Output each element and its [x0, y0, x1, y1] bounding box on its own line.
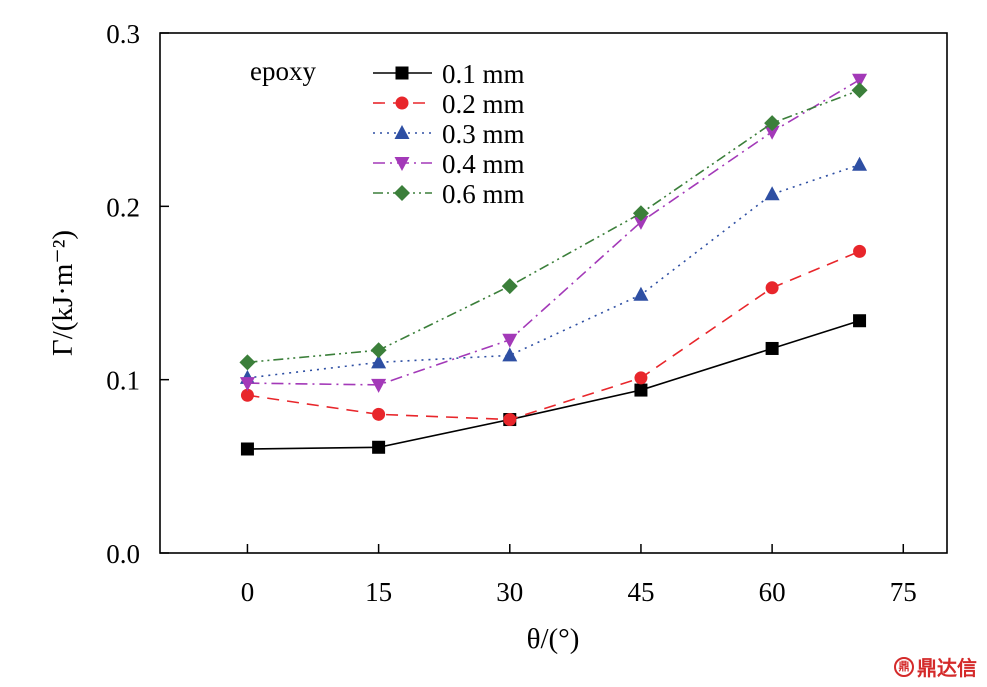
y-tick-label: 0.0 — [106, 539, 140, 569]
x-tick-label: 0 — [241, 577, 255, 607]
data-point — [371, 354, 387, 369]
data-point — [852, 156, 868, 171]
plot-frame — [159, 32, 948, 554]
data-point — [239, 354, 256, 371]
watermark-text: 鼎达信 — [917, 656, 977, 680]
data-point — [632, 205, 649, 222]
legend-label: 0.6 mm — [442, 179, 525, 209]
series-line — [247, 163, 860, 379]
x-axis-label: θ/(°) — [527, 623, 580, 655]
legend-swatch-marker — [394, 125, 410, 139]
watermark: 鼎 鼎达信 — [894, 652, 977, 681]
series-layer — [239, 73, 868, 456]
data-point — [764, 115, 781, 132]
x-tick-label: 75 — [890, 577, 917, 607]
x-tick-label: 60 — [759, 577, 786, 607]
data-point — [371, 378, 387, 393]
data-point — [240, 388, 254, 402]
data-point — [634, 383, 648, 397]
series-0.2-mm — [240, 244, 867, 427]
legend-label: 0.3 mm — [442, 119, 525, 149]
data-point — [239, 377, 255, 392]
legend-swatch-marker — [395, 96, 409, 110]
axis-ticks: 0 15 30 45 60 75 0.0 0.1 0.2 0.3 — [106, 19, 917, 607]
y-tick-label: 0.2 — [106, 192, 140, 222]
data-point — [765, 281, 779, 295]
data-point — [634, 371, 648, 385]
data-point — [372, 440, 386, 454]
data-point — [370, 342, 387, 359]
data-point — [853, 314, 867, 328]
data-point — [503, 413, 517, 427]
legend-label: 0.2 mm — [442, 89, 525, 119]
series-0.4-mm — [239, 73, 868, 393]
series-0.6-mm — [239, 82, 868, 371]
legend-swatch-marker — [395, 66, 409, 80]
data-point — [851, 82, 868, 99]
series-0.3-mm — [239, 156, 868, 384]
y-tick-label: 0.1 — [106, 366, 140, 396]
legend-swatch-marker — [394, 185, 410, 201]
x-tick-label: 30 — [496, 577, 523, 607]
series-0.1-mm — [240, 314, 867, 456]
data-point — [633, 286, 649, 301]
data-point — [502, 347, 518, 362]
data-point — [502, 333, 518, 348]
series-line — [247, 89, 860, 364]
data-point — [633, 215, 649, 230]
data-point — [501, 278, 518, 295]
series-line — [247, 319, 860, 450]
legend-label: 0.1 mm — [442, 59, 525, 89]
data-point — [764, 125, 780, 140]
data-point — [765, 341, 779, 355]
data-point — [853, 244, 867, 258]
watermark-logo-icon: 鼎 — [894, 656, 914, 677]
y-tick-label: 0.3 — [106, 19, 140, 49]
legend-swatch-marker — [394, 157, 410, 171]
x-tick-label: 15 — [365, 577, 392, 607]
x-tick-label: 45 — [627, 577, 654, 607]
legend-label: 0.4 mm — [442, 149, 525, 179]
legend: epoxy 0.1 mm0.2 mm0.3 mm0.4 mm0.6 mm — [250, 56, 525, 209]
data-point — [852, 73, 868, 88]
series-line — [247, 250, 860, 421]
legend-item: 0.2 mm — [373, 89, 525, 119]
legend-item: 0.4 mm — [373, 149, 525, 179]
data-point — [372, 407, 386, 421]
legend-item: 0.1 mm — [373, 59, 525, 89]
data-point — [764, 186, 780, 201]
legend-title: epoxy — [250, 56, 316, 86]
data-point — [240, 442, 254, 456]
legend-item: 0.3 mm — [373, 119, 525, 149]
legend-item: 0.6 mm — [373, 179, 525, 209]
y-axis-label: Γ/(kJ·m⁻²) — [47, 230, 79, 356]
